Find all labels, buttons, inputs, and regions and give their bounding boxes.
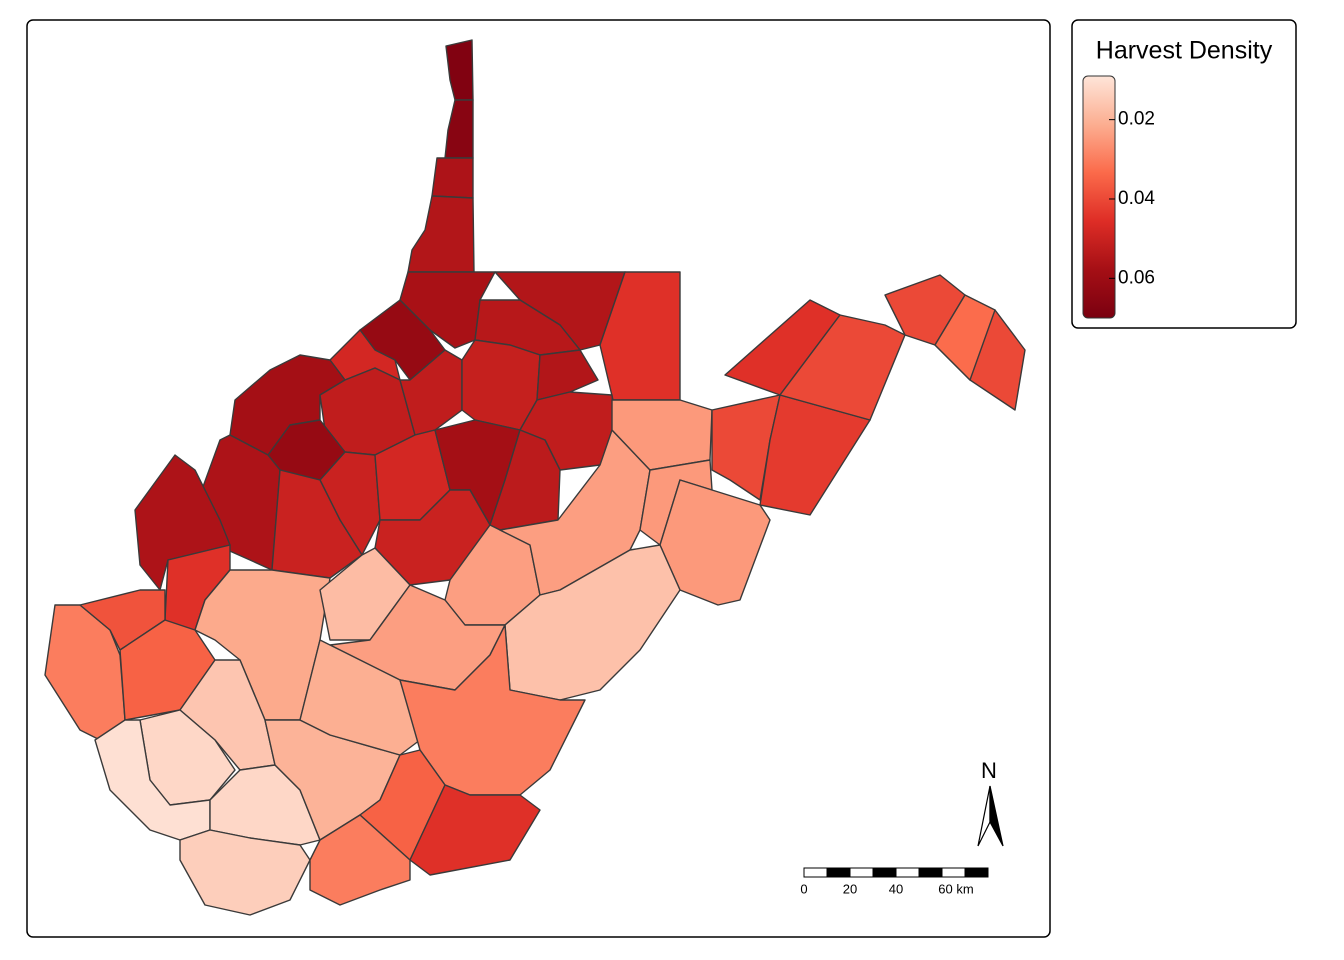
legend-colorbar: [1082, 75, 1116, 319]
regions: [44, 39, 1026, 916]
scale-label: 20: [843, 881, 857, 896]
legend-title: Harvest Density: [1096, 37, 1273, 65]
scale-segment: [918, 867, 943, 878]
north-label: N: [981, 758, 997, 783]
county: [659, 479, 771, 606]
county: [536, 349, 599, 401]
county: [309, 814, 411, 906]
scale-segment: [964, 867, 989, 878]
scale-segment: [849, 867, 874, 878]
county: [431, 157, 474, 199]
scale-label: 0: [800, 881, 807, 896]
county: [179, 829, 311, 916]
county: [934, 294, 996, 381]
legend-tick-label: 0.02: [1118, 109, 1155, 130]
scale-segment: [872, 867, 897, 878]
north-arrow-right: [989, 785, 1004, 847]
scale-segment: [803, 867, 828, 878]
scale-segment: [826, 867, 851, 878]
legend-tick-label: 0.06: [1118, 267, 1155, 288]
scale-label: 60 km: [938, 881, 973, 896]
legend-tick-label: 0.04: [1118, 188, 1155, 209]
scale-segment: [895, 867, 920, 878]
county: [409, 784, 541, 876]
county: [779, 314, 906, 421]
scale-segment: [941, 867, 966, 878]
legend-frame: [1071, 19, 1297, 329]
scale-label: 40: [889, 881, 903, 896]
scale-bar: 0 20 40 60 km: [800, 867, 989, 896]
